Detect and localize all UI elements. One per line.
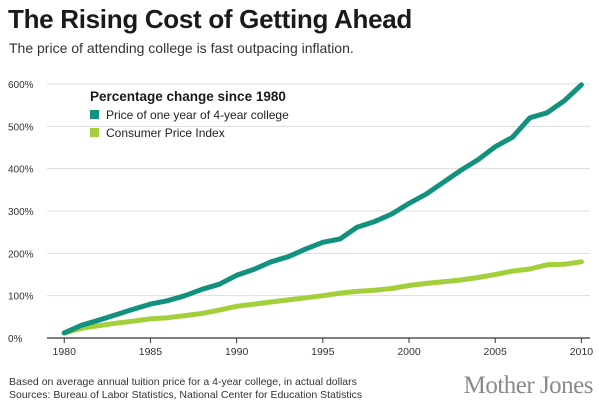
page-title: The Rising Cost of Getting Ahead — [8, 4, 412, 34]
y-tick-label: 400% — [8, 165, 34, 176]
y-tick-label: 100% — [8, 292, 34, 303]
footnote-sources: Sources: Bureau of Labor Statistics, Nat… — [9, 389, 363, 401]
footnote-method: Based on average annual tuition price fo… — [9, 376, 357, 388]
y-tick-label: 600% — [8, 80, 34, 91]
legend-title: Percentage change since 1980 — [90, 89, 286, 104]
y-tick-label: 500% — [8, 122, 34, 133]
y-tick-label: 200% — [8, 249, 34, 260]
series-line — [61, 259, 584, 336]
x-tick-label: 1990 — [225, 346, 249, 358]
x-tick-label: 1980 — [53, 346, 77, 358]
x-tick-label: 2000 — [397, 346, 421, 358]
x-tick-label: 2010 — [570, 346, 594, 358]
x-tick-label: 1985 — [139, 346, 163, 358]
legend-label: Price of one year of 4-year college — [106, 108, 289, 122]
x-tick-label: 1995 — [311, 346, 335, 358]
y-tick-label: 0% — [8, 334, 23, 345]
legend-swatch — [90, 110, 99, 119]
series-line — [61, 82, 584, 336]
brand-logo: Mother Jones — [463, 372, 594, 399]
legend-swatch — [90, 128, 99, 137]
x-tick-label: 2005 — [484, 346, 508, 358]
legend-label: Consumer Price Index — [106, 126, 225, 140]
y-tick-label: 300% — [8, 207, 34, 218]
page-subtitle: The price of attending college is fast o… — [9, 40, 354, 56]
